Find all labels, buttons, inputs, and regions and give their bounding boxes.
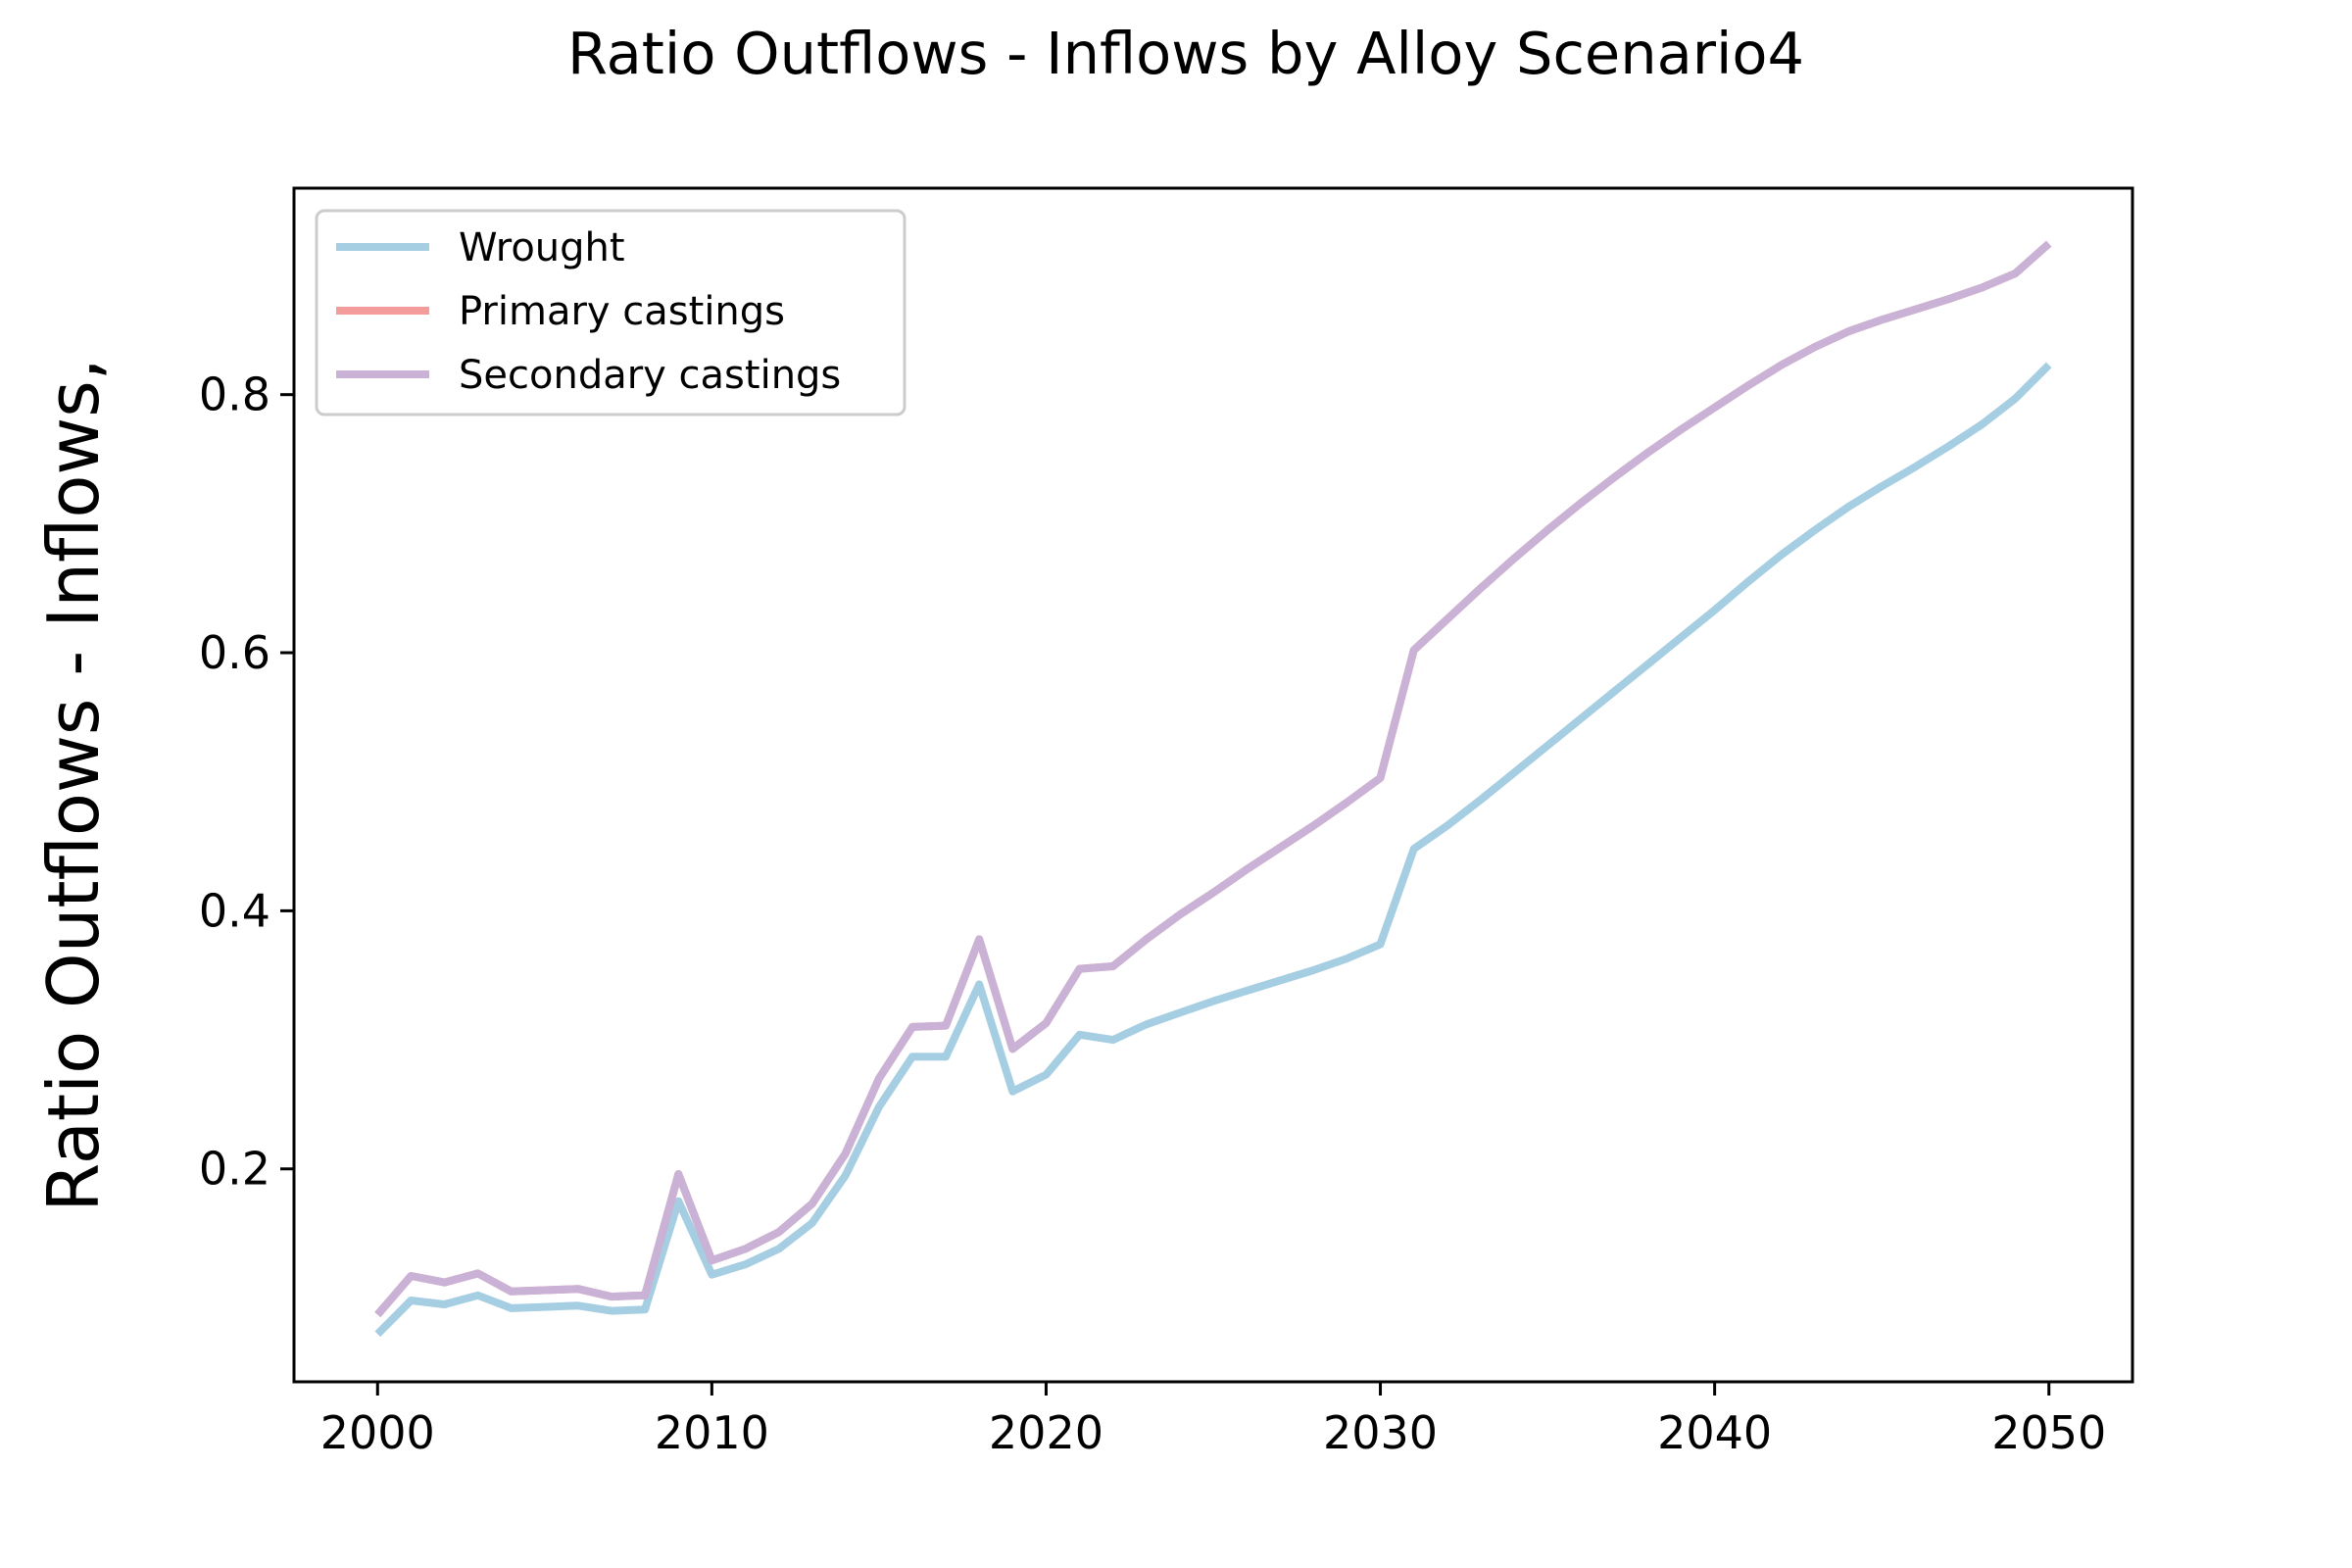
x-tick-label: 2040 xyxy=(1657,1406,1772,1459)
legend-items: Wrought Primary castings Secondary casting… xyxy=(336,225,841,398)
series-line-secondary-castings xyxy=(374,240,2052,1318)
x-tick-label: 2050 xyxy=(1991,1406,2106,1459)
y-axis: 0.2 0.4 0.6 0.8 xyxy=(199,368,294,1196)
series-layer xyxy=(374,240,2052,1338)
legend-box xyxy=(315,209,906,416)
y-tick-label: 0.2 xyxy=(199,1143,270,1196)
series-line-wrought xyxy=(374,362,2052,1338)
axes-frame xyxy=(292,186,2134,1384)
x-tick-label: 2010 xyxy=(655,1406,769,1459)
chart-title: Ratio Outflows - Inflows by Alloy Scenar… xyxy=(567,20,1804,87)
y-tick-label: 0.8 xyxy=(199,368,270,421)
legend-label-primary-castings: Primary castings xyxy=(459,289,785,334)
y-tick-label: 0.4 xyxy=(199,884,270,937)
legend-label-secondary-castings: Secondary castings xyxy=(459,353,841,398)
x-tick-label: 2020 xyxy=(989,1406,1103,1459)
legend: Wrought Primary castings Secondary casting… xyxy=(315,209,906,416)
y-axis-label: Ratio Outflows - Inflows, xyxy=(32,358,115,1211)
legend-label-wrought: Wrought xyxy=(459,225,625,270)
y-tick-label: 0.6 xyxy=(199,626,270,679)
x-tick-label: 2000 xyxy=(320,1406,435,1459)
x-axis: 2000 2010 2020 2030 2040 2050 xyxy=(320,1382,2106,1459)
x-tick-label: 2030 xyxy=(1323,1406,1438,1459)
